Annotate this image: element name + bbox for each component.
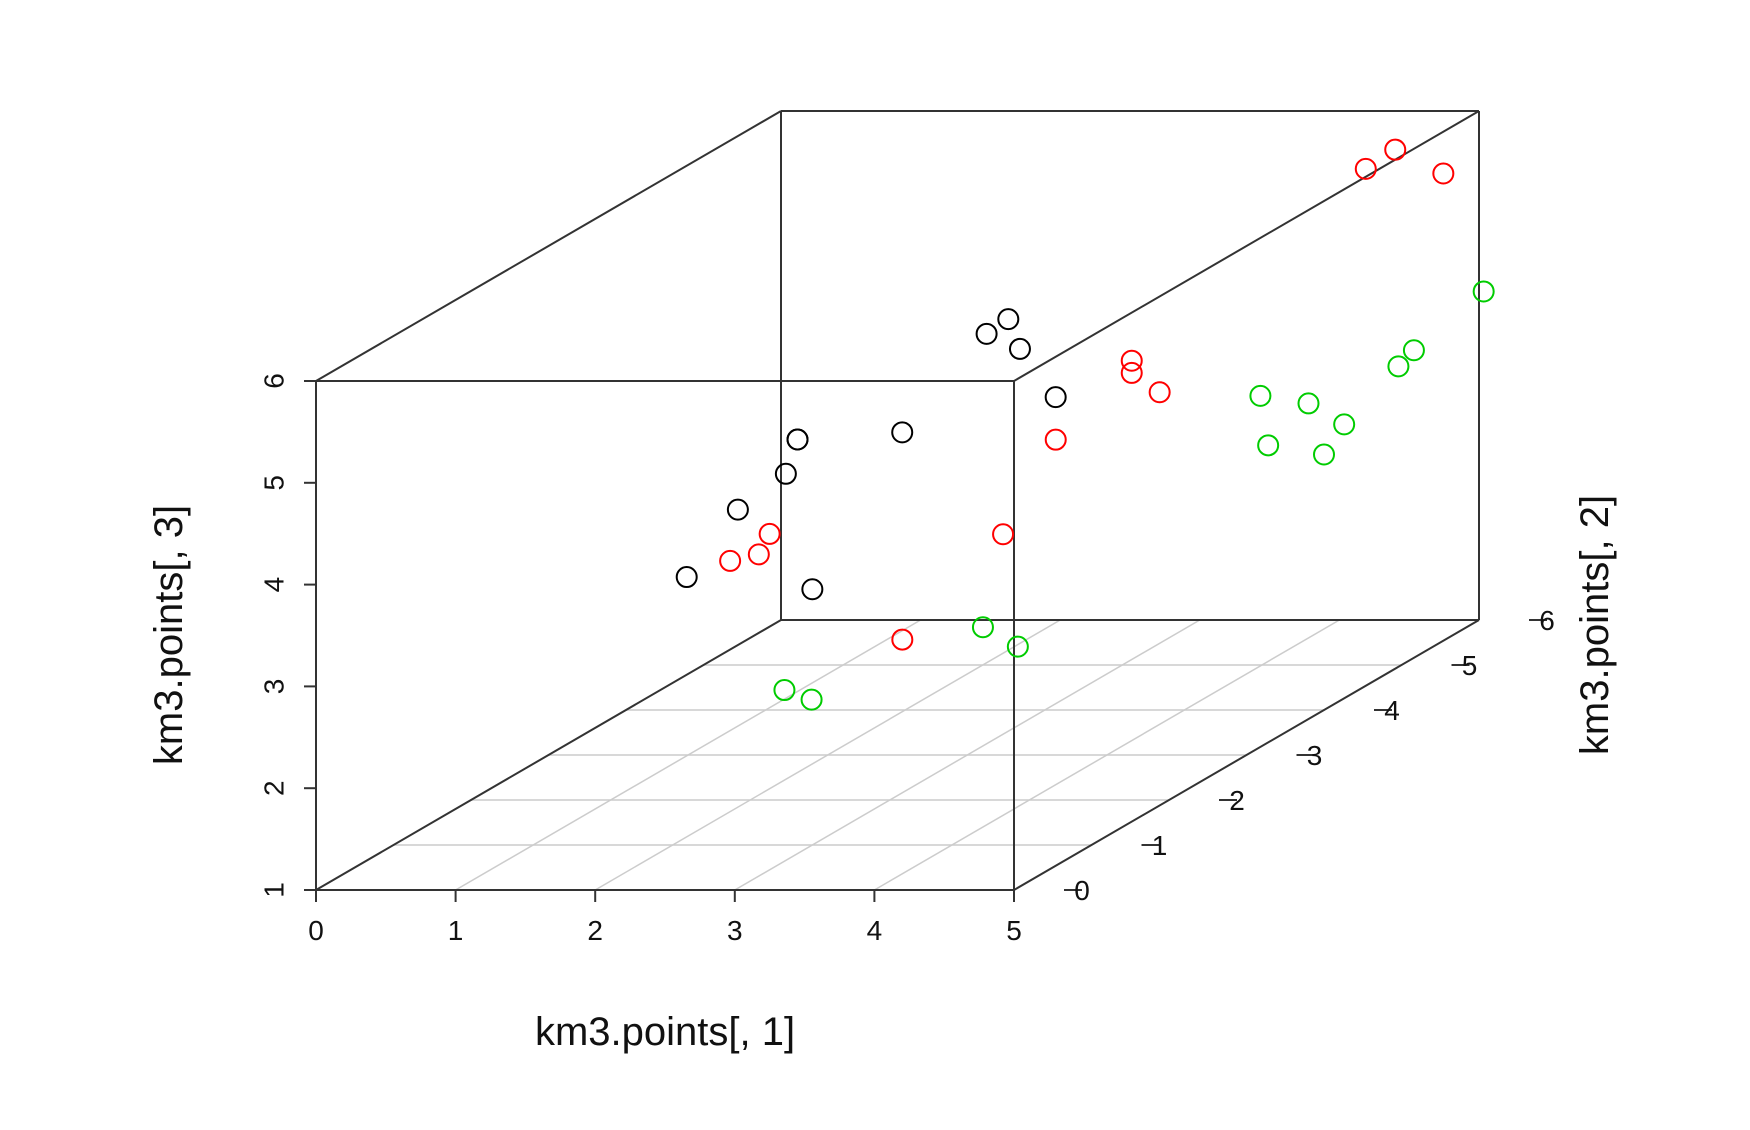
y-tick-label: 3 — [1307, 740, 1323, 771]
z-tick-label: 5 — [258, 475, 289, 491]
data-point-red — [1044, 428, 1067, 451]
x-tick-label: 1 — [448, 915, 464, 946]
data-point-red — [1148, 381, 1171, 404]
data-point-black — [786, 428, 809, 451]
y-tick-label: 4 — [1384, 695, 1400, 726]
data-points — [675, 138, 1495, 711]
data-point-red — [747, 543, 770, 566]
data-point-green — [1257, 434, 1280, 457]
data-point-black — [801, 578, 824, 601]
z-tick-label: 6 — [258, 373, 289, 389]
data-point-red — [719, 549, 742, 572]
z-tick-label: 1 — [258, 882, 289, 898]
data-point-green — [800, 688, 823, 711]
data-point-green — [1472, 280, 1495, 303]
data-point-red — [1432, 162, 1455, 185]
data-point-green — [1402, 339, 1425, 362]
y-tick-label: 2 — [1229, 785, 1245, 816]
x-axis-title: km3.points[, 1] — [535, 1010, 795, 1054]
data-point-green — [1006, 635, 1029, 658]
y-axis-title: km3.points[, 2] — [1573, 495, 1617, 755]
z-tick-label: 2 — [258, 780, 289, 796]
x-tick-label: 4 — [867, 915, 883, 946]
data-point-black — [774, 462, 797, 485]
x-tick-label: 0 — [308, 915, 324, 946]
data-point-black — [726, 498, 749, 521]
data-point-green — [971, 616, 994, 639]
data-point-green — [1297, 392, 1320, 415]
data-point-black — [675, 566, 698, 589]
data-point-red — [891, 628, 914, 651]
data-point-black — [1044, 386, 1067, 409]
z-tick-label: 4 — [258, 577, 289, 593]
data-point-red — [758, 522, 781, 545]
x-tick-label: 3 — [727, 915, 743, 946]
x-tick-label: 2 — [587, 915, 603, 946]
y-tick-label: 6 — [1539, 605, 1555, 636]
box-edge — [315, 619, 782, 891]
data-point-green — [1333, 413, 1356, 436]
data-point-black — [997, 308, 1020, 331]
y-tick-label: 1 — [1152, 830, 1168, 861]
y-tick-label: 5 — [1462, 650, 1478, 681]
data-point-black — [975, 322, 998, 345]
bounding-box — [315, 110, 1480, 891]
axes: 0 1 2 3 4 5 1 2 3 4 5 6 0 1 2 3 4 5 6 — [258, 373, 1554, 946]
y-tick-label: 0 — [1074, 875, 1090, 906]
data-point-red — [1120, 349, 1143, 372]
data-point-green — [1249, 384, 1272, 407]
box-edge — [315, 110, 782, 382]
axis-titles: km3.points[, 1] km3.points[, 2] km3.poin… — [147, 495, 1617, 1054]
data-point-red — [992, 523, 1015, 546]
data-point-red — [1354, 157, 1377, 180]
z-tick-label: 3 — [258, 679, 289, 695]
data-point-black — [891, 421, 914, 444]
data-point-red — [1384, 138, 1407, 161]
box-edge — [1013, 110, 1480, 382]
data-point-green — [1313, 443, 1335, 466]
data-point-green — [773, 679, 796, 702]
z-axis-title: km3.points[, 3] — [147, 505, 191, 765]
data-point-green — [1387, 355, 1410, 378]
data-point-red — [1120, 361, 1143, 384]
data-point-black — [1008, 337, 1031, 360]
box-edge — [1013, 619, 1480, 891]
x-tick-label: 5 — [1006, 915, 1022, 946]
